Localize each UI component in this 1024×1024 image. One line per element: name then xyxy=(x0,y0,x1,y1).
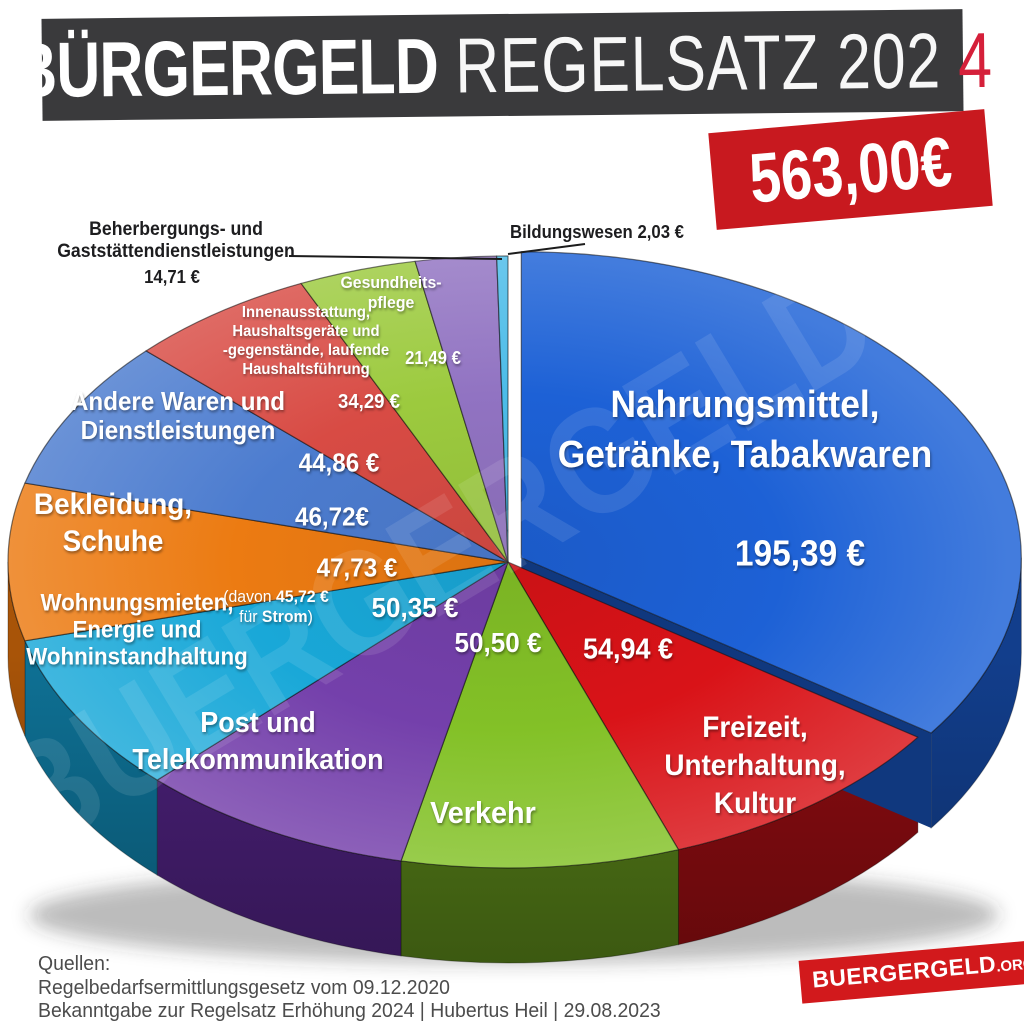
pie-slice-nahrungsmittel xyxy=(520,251,1022,734)
source-line-1: Regelbedarfsermittlungsgesetz vom 09.12.… xyxy=(38,976,450,999)
pie-slice-freizeit xyxy=(507,561,919,851)
pie-slice-verkehr xyxy=(400,561,680,869)
pie-slice-wohnen xyxy=(24,561,509,781)
title-bold: BÜRGERGELD xyxy=(12,21,439,114)
leader-line-bildungswesen xyxy=(507,243,586,255)
site-logo-text: BUERGERGELD xyxy=(811,950,998,993)
pie-slice-andere-waren xyxy=(24,350,509,563)
sources: Quellen: Regelbedarfsermittlungsgesetz v… xyxy=(38,953,661,1024)
page-title: BÜRGERGELD REGELSATZ 202 4 xyxy=(12,14,992,115)
title-bar: BÜRGERGELD REGELSATZ 202 4 xyxy=(12,9,993,121)
pie-slice-post xyxy=(156,561,509,862)
site-logo-suffix: .ORG xyxy=(995,955,1024,976)
sources-heading: Quellen: xyxy=(38,953,111,975)
source-line-2: Bekanntgabe zur Regelsatz Erhöhung 2024 … xyxy=(38,1000,661,1022)
total-amount: 563,00€ xyxy=(746,121,955,218)
title-accent: 4 xyxy=(957,15,993,104)
pie-slice-bekleidung xyxy=(7,482,509,642)
title-light: REGELSATZ 202 xyxy=(454,15,941,109)
pie-slice-bildungswesen xyxy=(496,255,509,563)
pie-slice-innenausstattung xyxy=(145,282,509,563)
leader-line-beherbergung xyxy=(288,255,503,260)
